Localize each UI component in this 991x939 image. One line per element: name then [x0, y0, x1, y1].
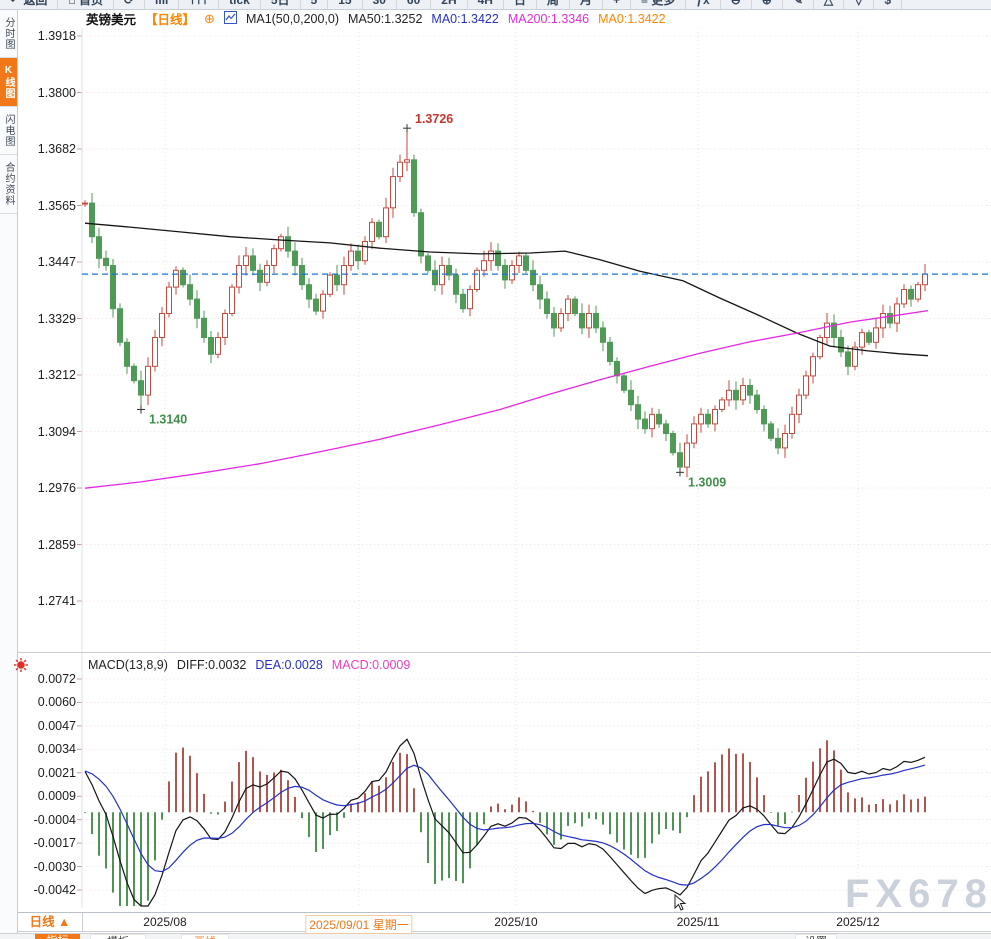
mouse-cursor — [674, 894, 687, 911]
toolbar-item-indicator-tool[interactable]: ⊺⊺⊺ — [179, 0, 220, 9]
toolbar-item-zoom-in[interactable]: ⊕ — [752, 0, 783, 9]
gridlines — [18, 28, 991, 908]
footer-tab[interactable]: 指标 — [35, 934, 80, 939]
toolbar-item-period-5[interactable]: 5 — [301, 0, 329, 9]
price-axis-label: 1.3094 — [37, 424, 76, 439]
ma50-line — [84, 222, 929, 357]
fx678-watermark: FX678 — [845, 872, 991, 916]
price-axis-label: 1.3682 — [37, 142, 76, 156]
footer-tab[interactable]: 设置 — [795, 934, 837, 939]
macd-header: MACD(13,8,9) DIFF:0.0032 DEA:0.0028 MACD… — [88, 656, 419, 673]
price-axis-label: 1.3918 — [37, 29, 76, 43]
macd-diff-value: DIFF:0.0032 — [176, 657, 247, 672]
ma200-line — [84, 309, 929, 489]
svg-text:1.3726: 1.3726 — [415, 112, 453, 126]
toolbar-item-period-month[interactable]: 月 — [570, 0, 604, 9]
macd-diff-line — [84, 738, 926, 907]
x-axis-label: 2025/10 — [494, 915, 538, 929]
macd-settings-icon[interactable] — [13, 657, 29, 678]
sidebar-tab-contract-info[interactable]: 合约资料 — [0, 155, 17, 214]
toolbar-item-period-60[interactable]: 60 — [397, 0, 432, 9]
macd-axis-label: -0.0017 — [33, 836, 76, 851]
x-axis-label: 2025/09/01 星期一 — [305, 915, 413, 934]
add-indicator-icon[interactable]: ⊕ — [204, 10, 215, 26]
left-sidebar: 分时图 K线图 闪电图 合约资料 — [0, 10, 18, 939]
macd-dea-value: DEA:0.0028 — [255, 657, 323, 672]
ma0-orange-value: MA0:1.3422 — [598, 11, 666, 26]
macd-axis-label: 0.0047 — [37, 718, 76, 733]
price-axis-label: 1.3565 — [37, 198, 76, 213]
x-axis-label: 2025/11 — [676, 915, 720, 929]
sidebar-tab-kline-chart[interactable]: K线图 — [0, 58, 17, 107]
toolbar-item-period-15[interactable]: 15 — [328, 0, 363, 9]
x-axis-row — [18, 912, 991, 932]
macd-axis-label: 0.0021 — [37, 765, 76, 780]
footer-tab[interactable]: 模板 — [90, 934, 146, 939]
macd-axis-label: 0.0072 — [37, 672, 76, 686]
macd-axis-label: 0.0009 — [37, 789, 76, 804]
toolbar-item-triangle-up[interactable]: △ — [814, 0, 845, 9]
sidebar-tab-lightning-chart[interactable]: 闪电图 — [0, 107, 17, 155]
ma50-value: MA50:1.3252 — [348, 11, 423, 26]
price-axis-label: 1.3800 — [37, 85, 76, 100]
macd-axis-label: 0.0034 — [37, 742, 76, 757]
x-axis-label: 2025/12 — [836, 915, 880, 929]
x-axis-label: 2025/08 — [143, 915, 187, 929]
price-axis-label: 1.3212 — [37, 368, 76, 382]
kline-style-icon[interactable] — [223, 10, 237, 27]
price-axis-label: 1.2859 — [37, 537, 76, 552]
macd-axis-label: -0.0030 — [33, 859, 76, 874]
svg-text:1.3140: 1.3140 — [149, 412, 187, 426]
toolbar-item-zoom-out[interactable]: ⊖ — [721, 0, 752, 9]
footer-tab-strip: 指标 模板 画线 设置 — [0, 933, 991, 939]
toolbar-item-more[interactable]: ≡ 更多 — [631, 0, 687, 9]
toolbar-item-add[interactable]: + — [603, 0, 632, 9]
period-label: 【日线】 — [145, 13, 196, 27]
ma-settings-label: MA1(50,0,200,0) — [245, 11, 340, 26]
toolbar-item-refresh[interactable]: ⟳ — [114, 0, 146, 9]
candlestick-layer — [82, 128, 928, 478]
toolbar-item-fx[interactable]: ƒx — [686, 0, 721, 9]
chart-header: 英镑美元 【日线】 ⊕ MA1(50,0,200,0) MA50:1.3252 … — [86, 10, 675, 27]
macd-histogram — [84, 740, 926, 906]
macd-axis-label: -0.0004 — [33, 812, 76, 827]
macd-dea-line — [84, 764, 926, 886]
ma0-blue-value: MA0:1.3422 — [431, 11, 499, 26]
toolbar-item-period-30[interactable]: 30 — [363, 0, 397, 9]
toolbar-item-period-4h[interactable]: 4H — [468, 0, 504, 9]
toolbar-item-period-2h[interactable]: 2H — [431, 0, 468, 9]
price-axis-label: 1.2976 — [37, 481, 76, 495]
period-selector-button[interactable]: 日线 ▲ — [18, 913, 83, 931]
toolbar-item-home[interactable]: ⌂ 首页 — [58, 0, 114, 9]
price-axis-label: 1.3329 — [37, 311, 76, 326]
toolbar-item-period-5d[interactable]: 5日 — [261, 0, 301, 9]
macd-macd-value: MACD:0.0009 — [331, 657, 411, 672]
toolbar-item-dollar[interactable]: $ — [874, 0, 903, 9]
ma200-value: MA200:1.3346 — [507, 11, 590, 26]
toolbar-item-triangle-down[interactable]: ▽ — [844, 0, 875, 9]
macd-title: MACD(13,8,9) — [88, 657, 168, 672]
toolbar-item-bar-chart[interactable]: ılıl — [145, 0, 180, 9]
price-axis-label: 1.2741 — [37, 594, 76, 608]
macd-axis-label: -0.0042 — [33, 883, 76, 897]
footer-tab[interactable]: 画线 — [181, 934, 229, 939]
toolbar-item-period-day[interactable]: 日 — [504, 0, 537, 9]
symbol-name: 英镑美元 — [86, 13, 137, 27]
toolbar-items: ↶ 返回 ⌂ 首页 ⟳ ılıl ⊺⊺⊺ tick 5日 5 15 30 60 2H 4H 日周月 + ≡ 更… — [0, 0, 991, 9]
price-annotations: 1.3726 1.3140 1.3009 — [137, 112, 726, 489]
sidebar-tab-time-chart[interactable]: 分时图 — [0, 10, 17, 58]
macd-axis-label: 0.0060 — [37, 695, 76, 710]
toolbar-item-period-week[interactable]: 周 — [537, 0, 570, 9]
toolbar-item-back[interactable]: ↶ 返回 — [0, 0, 59, 9]
toolbar-item-tick[interactable]: tick — [219, 0, 261, 9]
svg-text:1.3009: 1.3009 — [688, 475, 726, 489]
price-axis-label: 1.3447 — [37, 255, 76, 269]
top-toolbar: ↶ 返回 ⌂ 首页 ⟳ ılıl ⊺⊺⊺ tick 5日 5 15 30 60 2H 4H 日周月 + ≡ 更… — [0, 0, 991, 10]
toolbar-item-draw[interactable]: ✎ — [783, 0, 814, 9]
